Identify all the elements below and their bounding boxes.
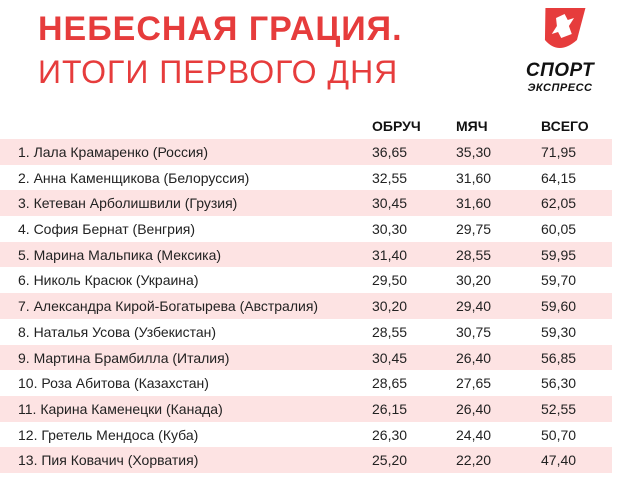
- hoop-score: 31,40: [372, 246, 408, 263]
- hoop-score: 30,45: [372, 195, 408, 212]
- hoop-score: 30,30: [372, 221, 408, 238]
- ball-score: 24,40: [456, 426, 492, 443]
- hoop-score: 28,65: [372, 375, 408, 392]
- athlete-name: 5. Марина Мальпика (Мексика): [18, 246, 222, 263]
- table-row: 12. Гретель Мендоса (Куба) 26,30 24,40 50,7…: [0, 422, 612, 448]
- total-score: 64,15: [541, 169, 577, 186]
- ball-score: 31,60: [456, 169, 492, 186]
- athlete-name: 13. Пия Ковачич (Хорватия): [18, 452, 199, 469]
- hoop-score: 30,45: [372, 349, 408, 366]
- table-row: 4. София Бернат (Венгрия) 30,30 29,75 60,05: [0, 216, 612, 242]
- total-score: 52,55: [541, 400, 577, 417]
- athlete-name: 3. Кетеван Арболишвили (Грузия): [18, 195, 238, 212]
- total-score: 60,05: [541, 221, 577, 238]
- table-row: 7. Александра Кирой-Богатырева (Австрали…: [0, 293, 612, 319]
- ball-score: 35,30: [456, 144, 492, 160]
- table-row: 13. Пия Ковачич (Хорватия) 25,20 22,20 47,4…: [0, 447, 612, 473]
- total-score: 56,85: [541, 349, 577, 366]
- total-score: 59,95: [541, 246, 577, 263]
- logo-text-sport: СПОРТ: [525, 60, 595, 81]
- ball-score: 29,75: [456, 221, 492, 238]
- total-score: 59,60: [541, 298, 577, 315]
- table-row: 5. Марина Мальпика (Мексика) 31,40 28,55 59…: [0, 241, 612, 268]
- hoop-score: 26,15: [372, 400, 408, 417]
- table-row: 11. Карина Каменецки (Канада) 26,15 26,40 5…: [0, 395, 612, 422]
- ball-score: 22,20: [456, 452, 492, 469]
- table-row: 9. Мартина Брамбилла (Италия) 30,45 26,40 5…: [0, 344, 612, 371]
- athlete-name: 6. Николь Красюк (Украина): [18, 272, 199, 289]
- hoop-score: 32,55: [372, 169, 408, 186]
- table-row: 1. Лала Крамаренко (Россия) 36,65 35,30 71,…: [0, 139, 612, 165]
- rooster-shield-icon: [544, 8, 586, 48]
- title-line-1: НЕБЕСНАЯ ГРАЦИЯ.: [38, 10, 403, 48]
- athlete-name: 9. Мартина Брамбилла (Италия): [18, 349, 230, 366]
- table-row: 10. Роза Абитова (Казахстан) 28,65 27,65 56…: [0, 370, 612, 396]
- total-score: 59,70: [541, 272, 577, 289]
- column-header-ball: МЯЧ: [456, 118, 488, 134]
- total-score: 56,30: [541, 375, 577, 392]
- hoop-score: 29,50: [372, 272, 408, 289]
- total-score: 47,40: [541, 452, 577, 469]
- total-score: 71,95: [541, 144, 577, 160]
- total-score: 62,05: [541, 195, 577, 212]
- athlete-name: 12. Гретель Мендоса (Куба): [18, 426, 199, 443]
- ball-score: 29,40: [456, 298, 492, 315]
- athlete-name: 2. Анна Каменщикова (Белоруссия): [18, 169, 250, 186]
- table-row: 3. Кетеван Арболишвили (Грузия) 30,45 31,6…: [0, 190, 612, 217]
- athlete-name: 11. Карина Каменецки (Канада): [18, 400, 223, 417]
- ball-score: 30,75: [456, 323, 492, 340]
- hoop-score: 36,65: [372, 144, 408, 160]
- table-row: 8. Наталья Усова (Узбекистан) 28,55 30,75 5…: [0, 319, 612, 345]
- athlete-name: 1. Лала Крамаренко (Россия): [18, 144, 209, 160]
- logo-text-express: ЭКСПРЕСС: [527, 82, 593, 94]
- table-row: 6. Николь Красюк (Украина) 29,50 30,20 59,7…: [0, 267, 612, 293]
- ball-score: 28,55: [456, 246, 492, 263]
- hoop-score: 28,55: [372, 323, 408, 340]
- ball-score: 26,40: [456, 349, 492, 366]
- hoop-score: 25,20: [372, 452, 408, 469]
- total-score: 59,30: [541, 323, 577, 340]
- hoop-score: 30,20: [372, 298, 408, 315]
- results-table: 1. Лала Крамаренко (Россия) 36,65 35,30 71,…: [0, 139, 622, 473]
- table-row: 2. Анна Каменщикова (Белоруссия) 32,55 31,…: [0, 165, 612, 191]
- ball-score: 26,40: [456, 400, 492, 417]
- ball-score: 30,20: [456, 272, 492, 289]
- ball-score: 31,60: [456, 195, 492, 212]
- athlete-name: 8. Наталья Усова (Узбекистан): [18, 323, 217, 340]
- title-line-2: ИТОГИ ПЕРВОГО ДНЯ: [38, 54, 399, 90]
- total-score: 50,70: [541, 426, 577, 443]
- column-header-hoop: ОБРУЧ: [372, 118, 421, 134]
- athlete-name: 7. Александра Кирой-Богатырева (Австрали…: [18, 298, 319, 315]
- sport-express-logo: СПОРТ ЭКСПРЕСС: [512, 4, 608, 100]
- column-header-total: ВСЕГО: [541, 118, 589, 134]
- athlete-name: 10. Роза Абитова (Казахстан): [18, 375, 209, 392]
- ball-score: 27,65: [456, 375, 492, 392]
- hoop-score: 26,30: [372, 426, 408, 443]
- athlete-name: 4. София Бернат (Венгрия): [18, 221, 196, 238]
